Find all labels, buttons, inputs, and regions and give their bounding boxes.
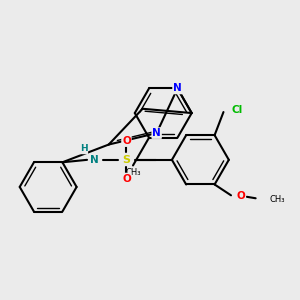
Text: H: H bbox=[80, 145, 87, 154]
Text: S: S bbox=[122, 155, 130, 165]
Text: N: N bbox=[152, 128, 161, 138]
Text: N: N bbox=[90, 155, 99, 165]
Text: O: O bbox=[122, 136, 131, 146]
Text: Cl: Cl bbox=[231, 105, 242, 115]
Text: O: O bbox=[236, 191, 245, 201]
Text: O: O bbox=[122, 174, 131, 184]
Text: CH₃: CH₃ bbox=[125, 168, 141, 177]
Text: N: N bbox=[173, 83, 182, 93]
Text: CH₃: CH₃ bbox=[269, 195, 285, 204]
